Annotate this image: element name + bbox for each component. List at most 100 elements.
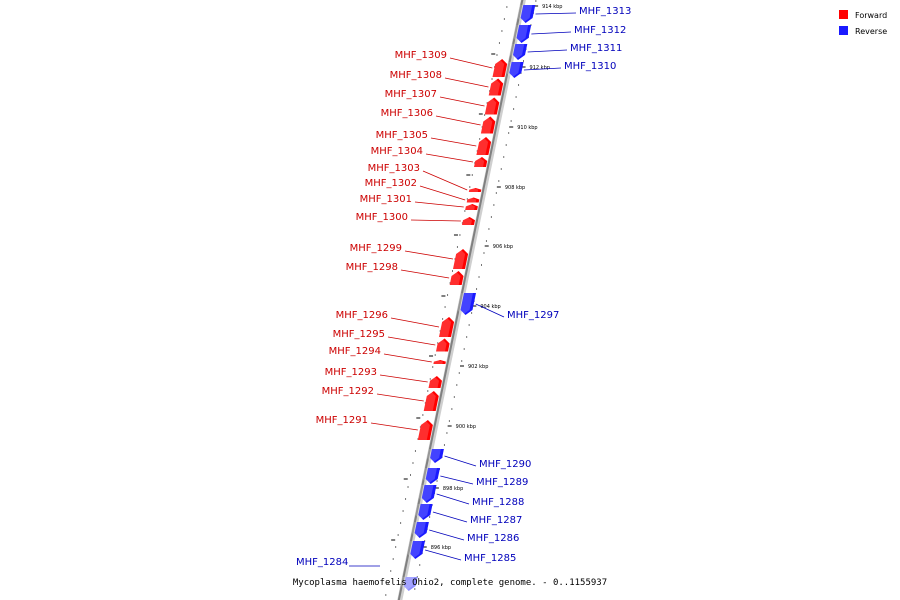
gene-body xyxy=(513,44,528,60)
gene-label-reverse[interactable]: MHF_1311 xyxy=(570,43,622,54)
scale-minor-tick xyxy=(419,564,421,566)
gene-arrow xyxy=(415,504,433,520)
gene-label-forward[interactable]: MHF_1308 xyxy=(390,70,442,81)
gene-arrow xyxy=(446,271,464,285)
scale-tick-label: 914 kbp xyxy=(542,4,562,10)
scale-minor-tick xyxy=(422,414,424,416)
gene-arrow xyxy=(459,217,475,225)
gene-label-forward[interactable]: MHF_1300 xyxy=(356,212,408,223)
scale-tick-label: 906 kbp xyxy=(493,244,513,250)
gene-leader-line xyxy=(523,67,562,71)
scale-minor-tick xyxy=(385,594,387,596)
gene-label-forward[interactable]: MHF_1291 xyxy=(316,415,368,426)
gene-label-reverse[interactable]: MHF_1310 xyxy=(564,61,616,72)
gene-highlight xyxy=(430,360,443,364)
gene-label-reverse[interactable]: MHF_1287 xyxy=(470,515,522,526)
gene-highlight xyxy=(459,217,472,225)
scale-minor-tick xyxy=(493,204,495,206)
scale-minor-tick xyxy=(500,168,502,170)
gene-label-reverse[interactable]: MHF_1289 xyxy=(476,477,528,488)
gene-highlight xyxy=(411,522,426,538)
gene-label-reverse[interactable]: MHF_1313 xyxy=(579,6,631,17)
scale-minor-tick xyxy=(452,270,453,272)
scale-minor-tick xyxy=(456,246,458,248)
scale-minor-tick xyxy=(456,384,458,386)
gene-arrow xyxy=(506,62,524,78)
gene-label-forward[interactable]: MHF_1295 xyxy=(333,329,385,340)
scale-tick-label: 912 kbp xyxy=(530,65,550,71)
legend: Forward Reverse xyxy=(839,10,887,36)
gene-label-reverse[interactable]: MHF_1286 xyxy=(467,533,519,544)
gene-label-forward[interactable]: MHF_1303 xyxy=(368,163,420,174)
gene-highlight xyxy=(446,271,461,285)
scale-minor-tick xyxy=(503,156,505,158)
gene-body xyxy=(476,137,492,155)
gene-highlight xyxy=(506,62,521,78)
gene-arrow xyxy=(411,522,429,538)
gene-arrow xyxy=(427,449,444,463)
gene-label-forward[interactable]: MHF_1309 xyxy=(395,50,447,61)
gene-body xyxy=(433,360,446,364)
gene-label-forward[interactable]: MHF_1304 xyxy=(371,146,423,157)
gene-arrow xyxy=(473,137,492,155)
gene-label-forward[interactable]: MHF_1293 xyxy=(325,367,377,378)
scale-minor-tick xyxy=(417,438,419,440)
gene-highlight xyxy=(471,157,485,167)
scale-minor-tick xyxy=(466,198,468,200)
scale-minor-tick xyxy=(424,402,426,404)
gene-body xyxy=(449,271,464,285)
gene-body xyxy=(480,116,496,134)
scale-minor-tick xyxy=(535,0,537,2)
gene-label-forward[interactable]: MHF_1296 xyxy=(336,310,388,321)
scale-minor-tick xyxy=(453,396,455,398)
gene-label-reverse[interactable]: MHF_1288 xyxy=(472,497,524,508)
scale-minor-tick xyxy=(434,354,436,356)
scale-minor-tick xyxy=(484,114,486,116)
gene-leader-line xyxy=(449,57,493,69)
scale-minor-tick xyxy=(427,390,429,392)
gene-label-reverse[interactable]: MHF_1312 xyxy=(574,25,626,36)
gene-label-reverse[interactable]: MHF_1284 xyxy=(296,557,348,568)
gene-label-forward[interactable]: MHF_1302 xyxy=(365,178,417,189)
gene-label-forward[interactable]: MHF_1299 xyxy=(350,243,402,254)
gene-highlight xyxy=(407,541,422,559)
scale-minor-tick xyxy=(489,90,491,92)
gene-leader-line xyxy=(390,317,440,328)
gene-leader-line xyxy=(422,170,468,191)
gene-body xyxy=(516,25,532,43)
scale-minor-tick xyxy=(419,426,421,428)
scale-minor-tick xyxy=(481,126,483,128)
gene-label-reverse[interactable]: MHF_1285 xyxy=(464,553,516,564)
gene-label-forward[interactable]: MHF_1306 xyxy=(381,108,433,119)
gene-leader-line xyxy=(440,475,474,485)
gene-arrow xyxy=(420,391,439,411)
gene-label-reverse[interactable]: MHF_1290 xyxy=(479,459,531,470)
scale-minor-tick xyxy=(414,450,416,452)
gene-label-forward[interactable]: MHF_1301 xyxy=(360,194,412,205)
gene-leader-line xyxy=(432,511,468,523)
scale-minor-tick xyxy=(400,522,402,524)
gene-label-forward[interactable]: MHF_1305 xyxy=(376,130,428,141)
gene-label-reverse[interactable]: MHF_1297 xyxy=(507,310,559,321)
gene-label-forward[interactable]: MHF_1298 xyxy=(346,262,398,273)
gene-arrow xyxy=(471,157,488,167)
legend-reverse-label: Reverse xyxy=(855,27,887,36)
gene-highlight xyxy=(477,116,493,134)
gene-label-forward[interactable]: MHF_1292 xyxy=(322,386,374,397)
gene-leader-line xyxy=(444,455,477,467)
scale-minor-tick xyxy=(444,306,446,308)
scale-minor-tick xyxy=(503,18,505,20)
gene-label-forward[interactable]: MHF_1294 xyxy=(329,346,381,357)
legend-forward-swatch xyxy=(839,10,848,19)
gene-arrow xyxy=(489,59,508,77)
gene-arrow xyxy=(457,293,476,315)
gene-leader-line xyxy=(387,336,436,346)
scale-minor-tick xyxy=(469,186,471,188)
gene-leader-line xyxy=(419,185,466,201)
gene-leader-line xyxy=(410,219,461,222)
gene-label-forward[interactable]: MHF_1307 xyxy=(385,89,437,100)
scale-minor-tick xyxy=(390,570,392,572)
gene-body xyxy=(417,420,433,440)
gene-body xyxy=(465,204,478,210)
gene-highlight xyxy=(517,5,533,23)
